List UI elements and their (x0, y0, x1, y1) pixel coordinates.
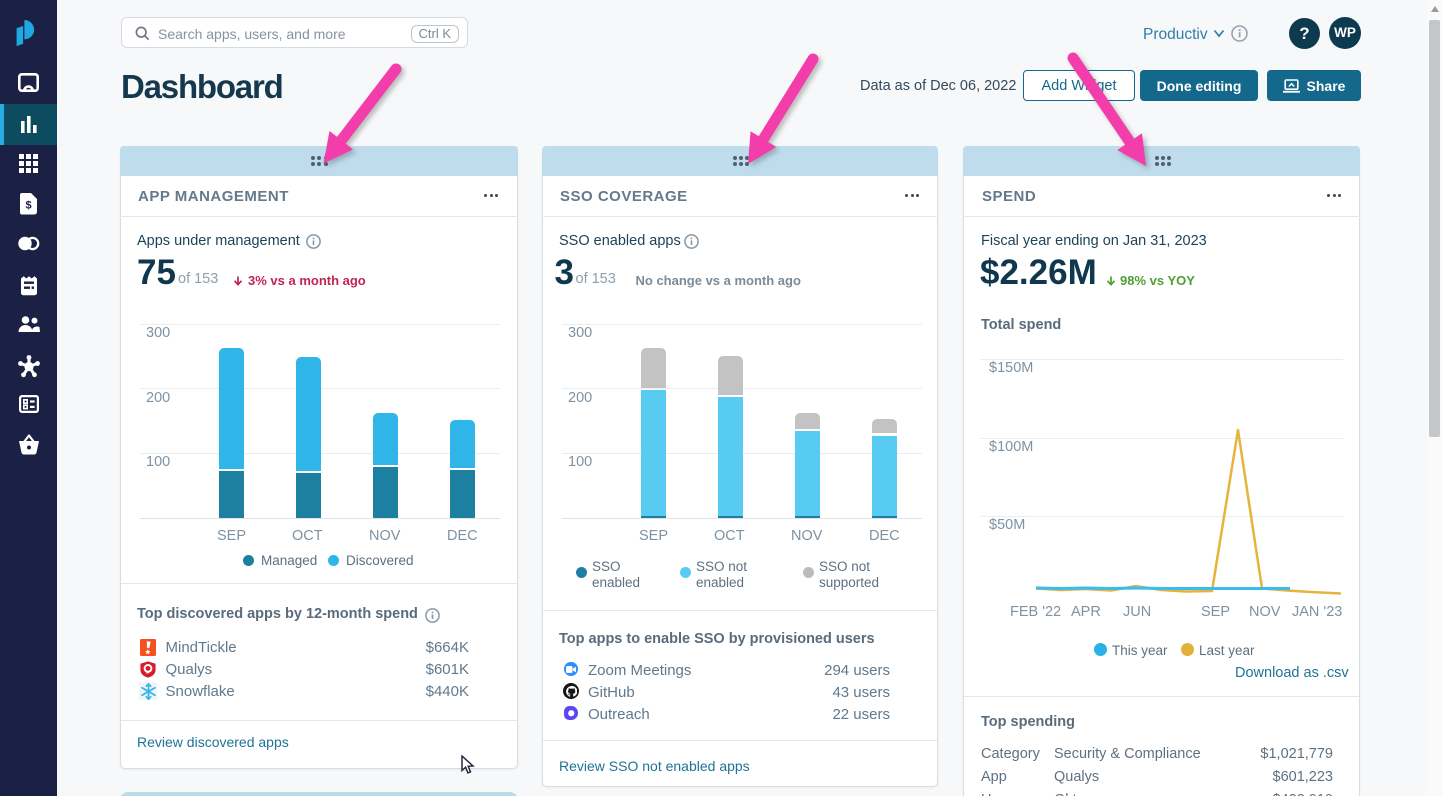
svg-text:$: $ (25, 200, 31, 212)
